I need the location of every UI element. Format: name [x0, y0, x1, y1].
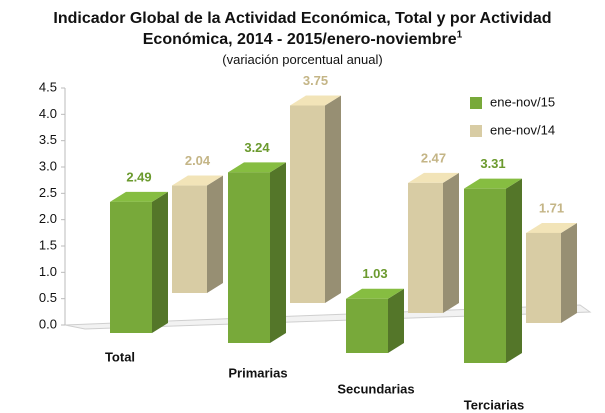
- bar: [346, 298, 388, 353]
- bar-side: [388, 288, 404, 353]
- bar: [172, 185, 207, 293]
- bar-side: [443, 172, 459, 313]
- bar-side: [506, 178, 522, 363]
- y-tick-label: 1.0: [39, 264, 57, 279]
- chart-title: Indicador Global de la Actividad Económi…: [53, 10, 552, 48]
- x-tick-label: Primarias: [228, 365, 287, 380]
- y-tick-label: 4.5: [39, 79, 57, 94]
- title-note: 1: [456, 29, 463, 41]
- bar-top: [526, 222, 577, 233]
- bar: [526, 232, 561, 323]
- value-label: 1.71: [539, 200, 564, 215]
- bar-side: [270, 162, 286, 343]
- bar-top: [172, 175, 223, 186]
- x-tick-label: Total: [105, 349, 135, 364]
- bar-side: [152, 191, 168, 333]
- bar-top: [408, 172, 459, 183]
- value-label: 3.24: [244, 140, 270, 155]
- value-label: 2.49: [126, 169, 151, 184]
- bar-top: [464, 178, 522, 189]
- value-label: 2.47: [421, 150, 446, 165]
- bar-side: [325, 95, 341, 303]
- value-label: 1.03: [362, 266, 387, 281]
- y-tick-label: 3.0: [39, 158, 57, 173]
- y-tick-label: 1.5: [39, 237, 57, 252]
- value-label: 3.75: [303, 73, 328, 88]
- chart-subtitle: (variación porcentual anual): [222, 52, 383, 67]
- bar: [290, 105, 325, 303]
- x-tick-label: Terciarias: [464, 397, 524, 412]
- y-tick-label: 2.0: [39, 211, 57, 226]
- x-tick-label: Secundarias: [337, 381, 414, 396]
- y-tick-label: 0.0: [39, 316, 57, 331]
- legend-swatch: [470, 125, 482, 137]
- legend-label: ene-nov/14: [490, 122, 555, 137]
- bar-side: [207, 175, 223, 293]
- y-tick-label: 0.5: [39, 290, 57, 305]
- bar-top: [346, 288, 404, 299]
- value-label: 2.04: [185, 153, 211, 168]
- y-tick-label: 4.0: [39, 106, 57, 121]
- bar: [228, 172, 270, 343]
- y-tick-label: 3.5: [39, 132, 57, 147]
- bar-side: [561, 222, 577, 323]
- bar: [110, 201, 152, 333]
- bar: [408, 182, 443, 313]
- chart-title-block: Indicador Global de la Actividad Económi…: [40, 8, 565, 50]
- value-label: 3.31: [480, 156, 505, 171]
- bar-top: [110, 191, 168, 202]
- bar-top: [228, 162, 286, 173]
- legend-label: ene-nov/15: [490, 94, 555, 109]
- legend-swatch: [470, 97, 482, 109]
- bar: [464, 188, 506, 363]
- y-tick-label: 2.5: [39, 185, 57, 200]
- bar-top: [290, 95, 341, 106]
